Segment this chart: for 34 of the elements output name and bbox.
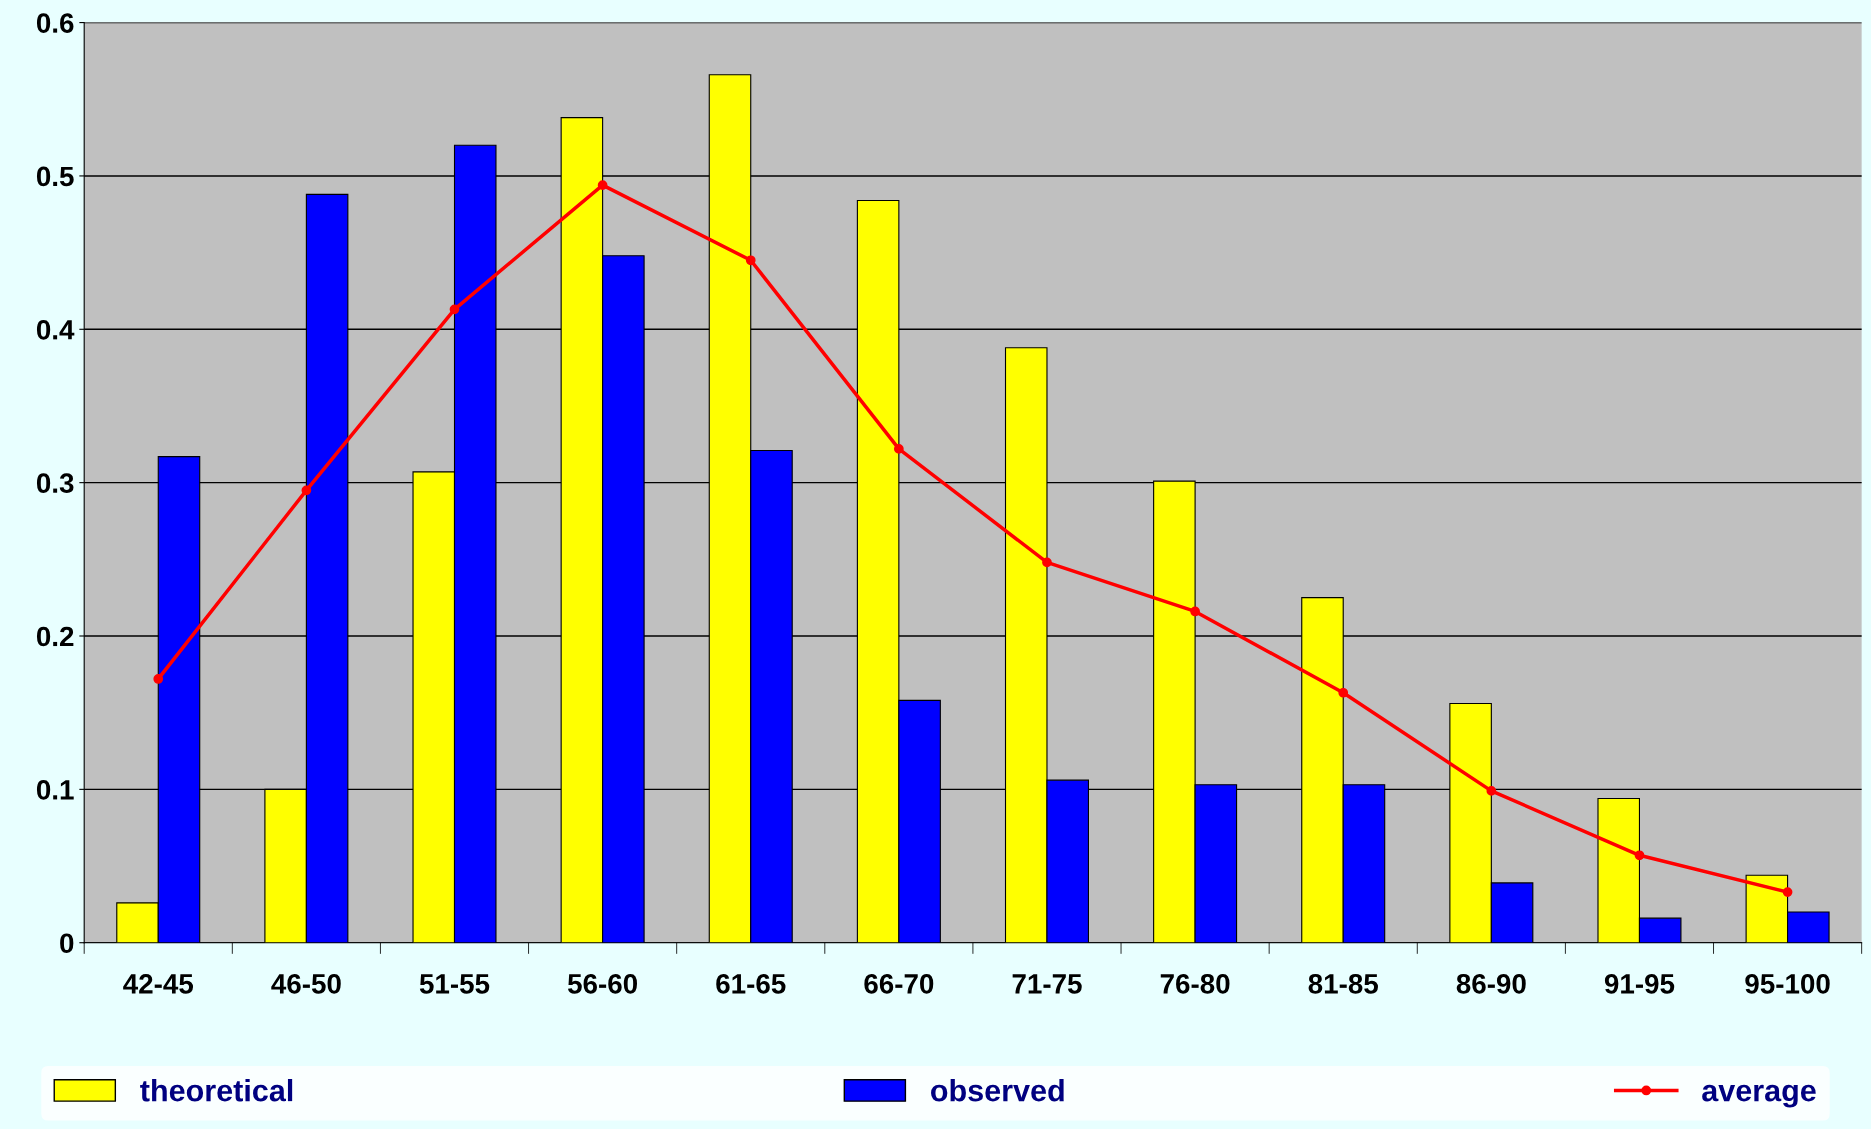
point xyxy=(1634,850,1645,861)
y-tick-label: 0 xyxy=(60,933,74,954)
point xyxy=(153,674,164,684)
point xyxy=(893,444,904,454)
y-tick-label: 0.5 xyxy=(36,166,74,187)
point xyxy=(1782,887,1793,897)
y-tick-label: 0.3 xyxy=(36,473,74,494)
x-tick-label: 56-60 xyxy=(567,974,638,994)
y-tick-label: 0.2 xyxy=(36,626,74,647)
x-tick-label: 76-80 xyxy=(1160,974,1230,994)
y-tick-label: 0.1 xyxy=(36,780,74,800)
legend-label: average xyxy=(1702,1084,1816,1108)
x-tick-label: 51-55 xyxy=(419,974,490,994)
x-tick-label: 66-70 xyxy=(864,974,934,994)
point xyxy=(1486,786,1497,796)
point xyxy=(1042,557,1052,568)
point xyxy=(449,304,460,315)
point xyxy=(1190,606,1200,617)
point xyxy=(597,180,608,190)
point xyxy=(1338,687,1349,698)
x-tick-label: 95-100 xyxy=(1745,974,1830,994)
point xyxy=(301,485,312,496)
x-tick-label: 46-50 xyxy=(271,974,341,994)
legend-label: theoretical xyxy=(140,1078,293,1102)
x-tick-label: 71-75 xyxy=(1012,974,1082,994)
x-tick-label: 86-90 xyxy=(1456,974,1526,994)
x-tick-label: 42-45 xyxy=(123,974,194,994)
y-tick-label: 0.4 xyxy=(36,319,75,340)
point xyxy=(745,255,756,266)
x-tick-label: 61-65 xyxy=(716,974,786,994)
legend-label: observed xyxy=(931,1078,1064,1102)
y-tick-label: 0.6 xyxy=(36,13,74,33)
x-tick-label: 91-95 xyxy=(1604,974,1675,994)
x-tick-label: 81-85 xyxy=(1308,974,1378,994)
